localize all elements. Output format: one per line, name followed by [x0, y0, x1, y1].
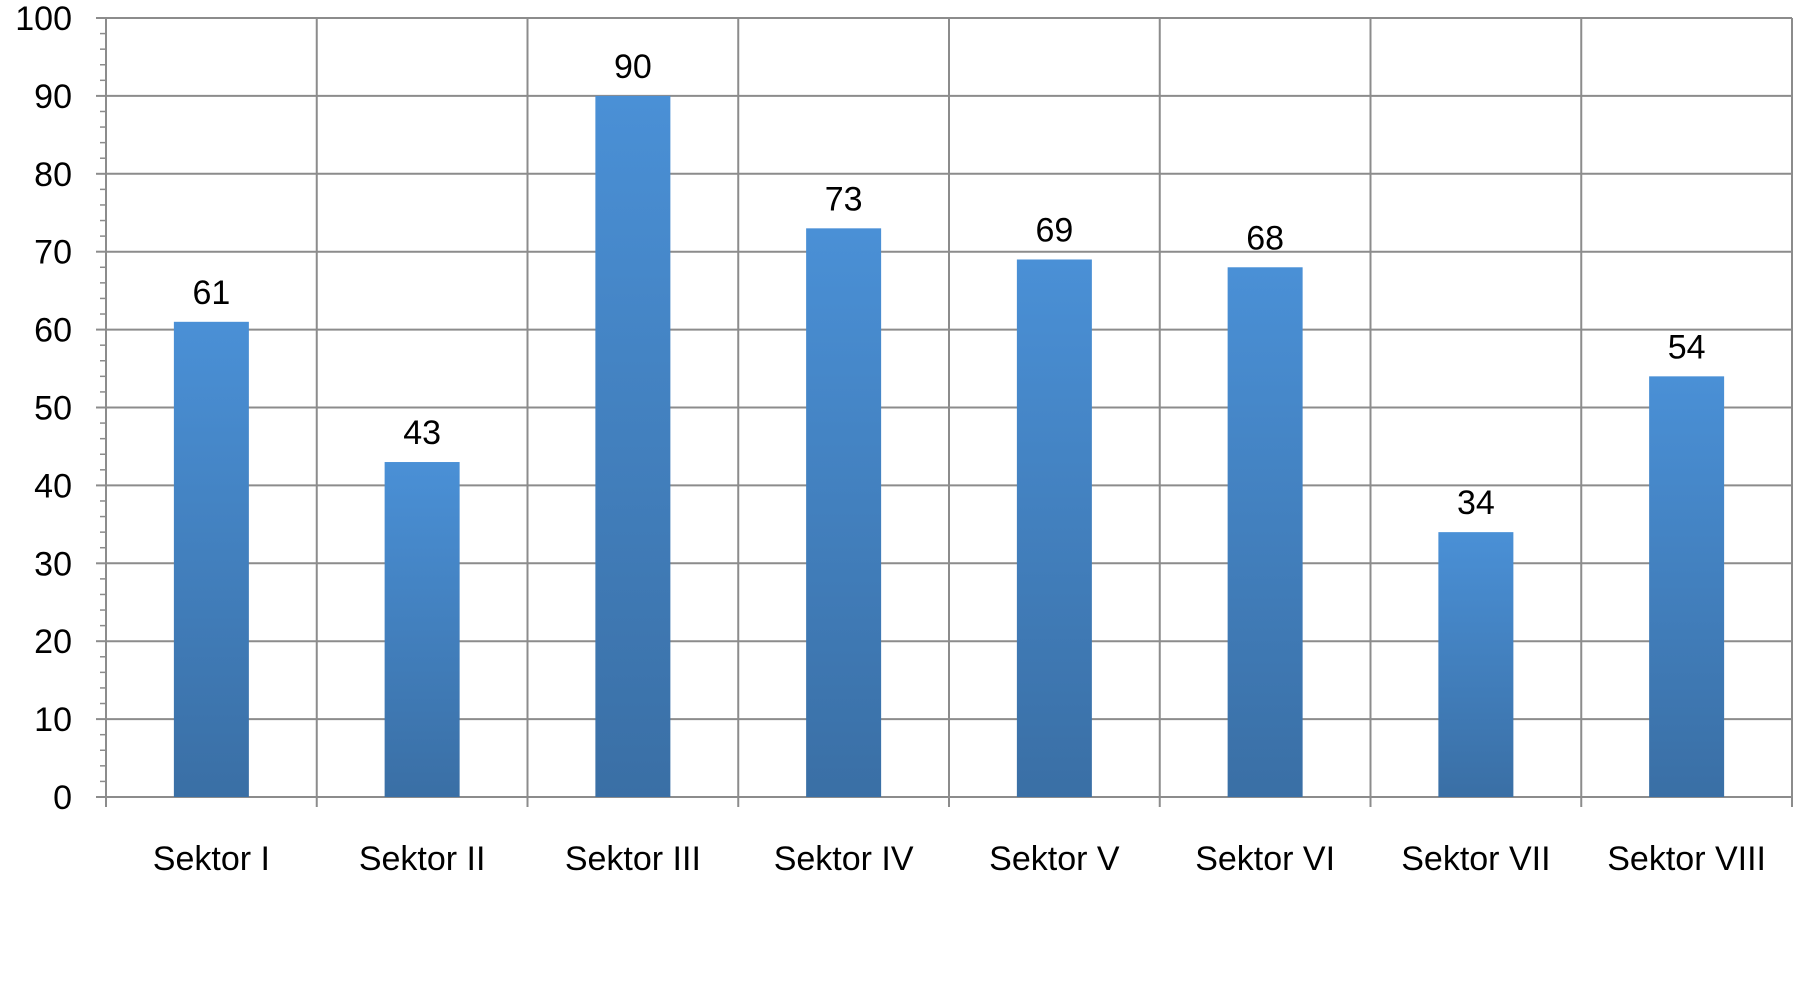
x-tick-label: Sektor VI — [1195, 840, 1335, 878]
data-label: 69 — [1035, 211, 1073, 249]
data-label: 68 — [1246, 219, 1284, 257]
x-tick-label: Sektor V — [989, 840, 1120, 878]
bar — [384, 462, 460, 797]
y-tick-label: 50 — [34, 390, 72, 428]
data-label: 43 — [403, 414, 441, 452]
y-tick-label: 60 — [34, 312, 72, 350]
y-tick-label: 10 — [34, 701, 72, 739]
bars — [173, 95, 1725, 797]
labels: 0 10 20 30 40 50 60 70 80 90 100 61 Sektor I 43 Sektor… — [15, 0, 1766, 878]
bar — [173, 321, 249, 797]
data-label: 90 — [614, 48, 652, 86]
y-tick-label: 0 — [53, 779, 72, 817]
x-tick-label: Sektor I — [153, 840, 270, 878]
y-tick-label: 80 — [34, 156, 72, 194]
y-tick-label: 70 — [34, 234, 72, 272]
x-tick-label: Sektor II — [359, 840, 486, 878]
axes — [96, 17, 1793, 807]
y-tick-label: 100 — [15, 0, 72, 38]
data-label: 34 — [1457, 484, 1495, 522]
bar — [1649, 376, 1725, 797]
bar — [1438, 532, 1514, 797]
y-tick-label: 30 — [34, 545, 72, 583]
x-tick-label: Sektor IV — [774, 840, 914, 878]
y-tick-label: 40 — [34, 467, 72, 505]
x-tick-label: Sektor III — [565, 840, 701, 878]
y-tick-label: 90 — [34, 78, 72, 116]
bar — [1227, 267, 1303, 797]
x-tick-label: Sektor VII — [1401, 840, 1550, 878]
data-label: 54 — [1668, 328, 1706, 366]
bar — [595, 95, 671, 797]
x-tick-label: Sektor VIII — [1607, 840, 1766, 878]
bar — [1016, 259, 1092, 797]
data-label: 73 — [825, 180, 863, 218]
y-tick-label: 20 — [34, 623, 72, 661]
bar — [806, 228, 882, 797]
gridlines — [106, 17, 1793, 797]
data-label: 61 — [192, 274, 230, 312]
